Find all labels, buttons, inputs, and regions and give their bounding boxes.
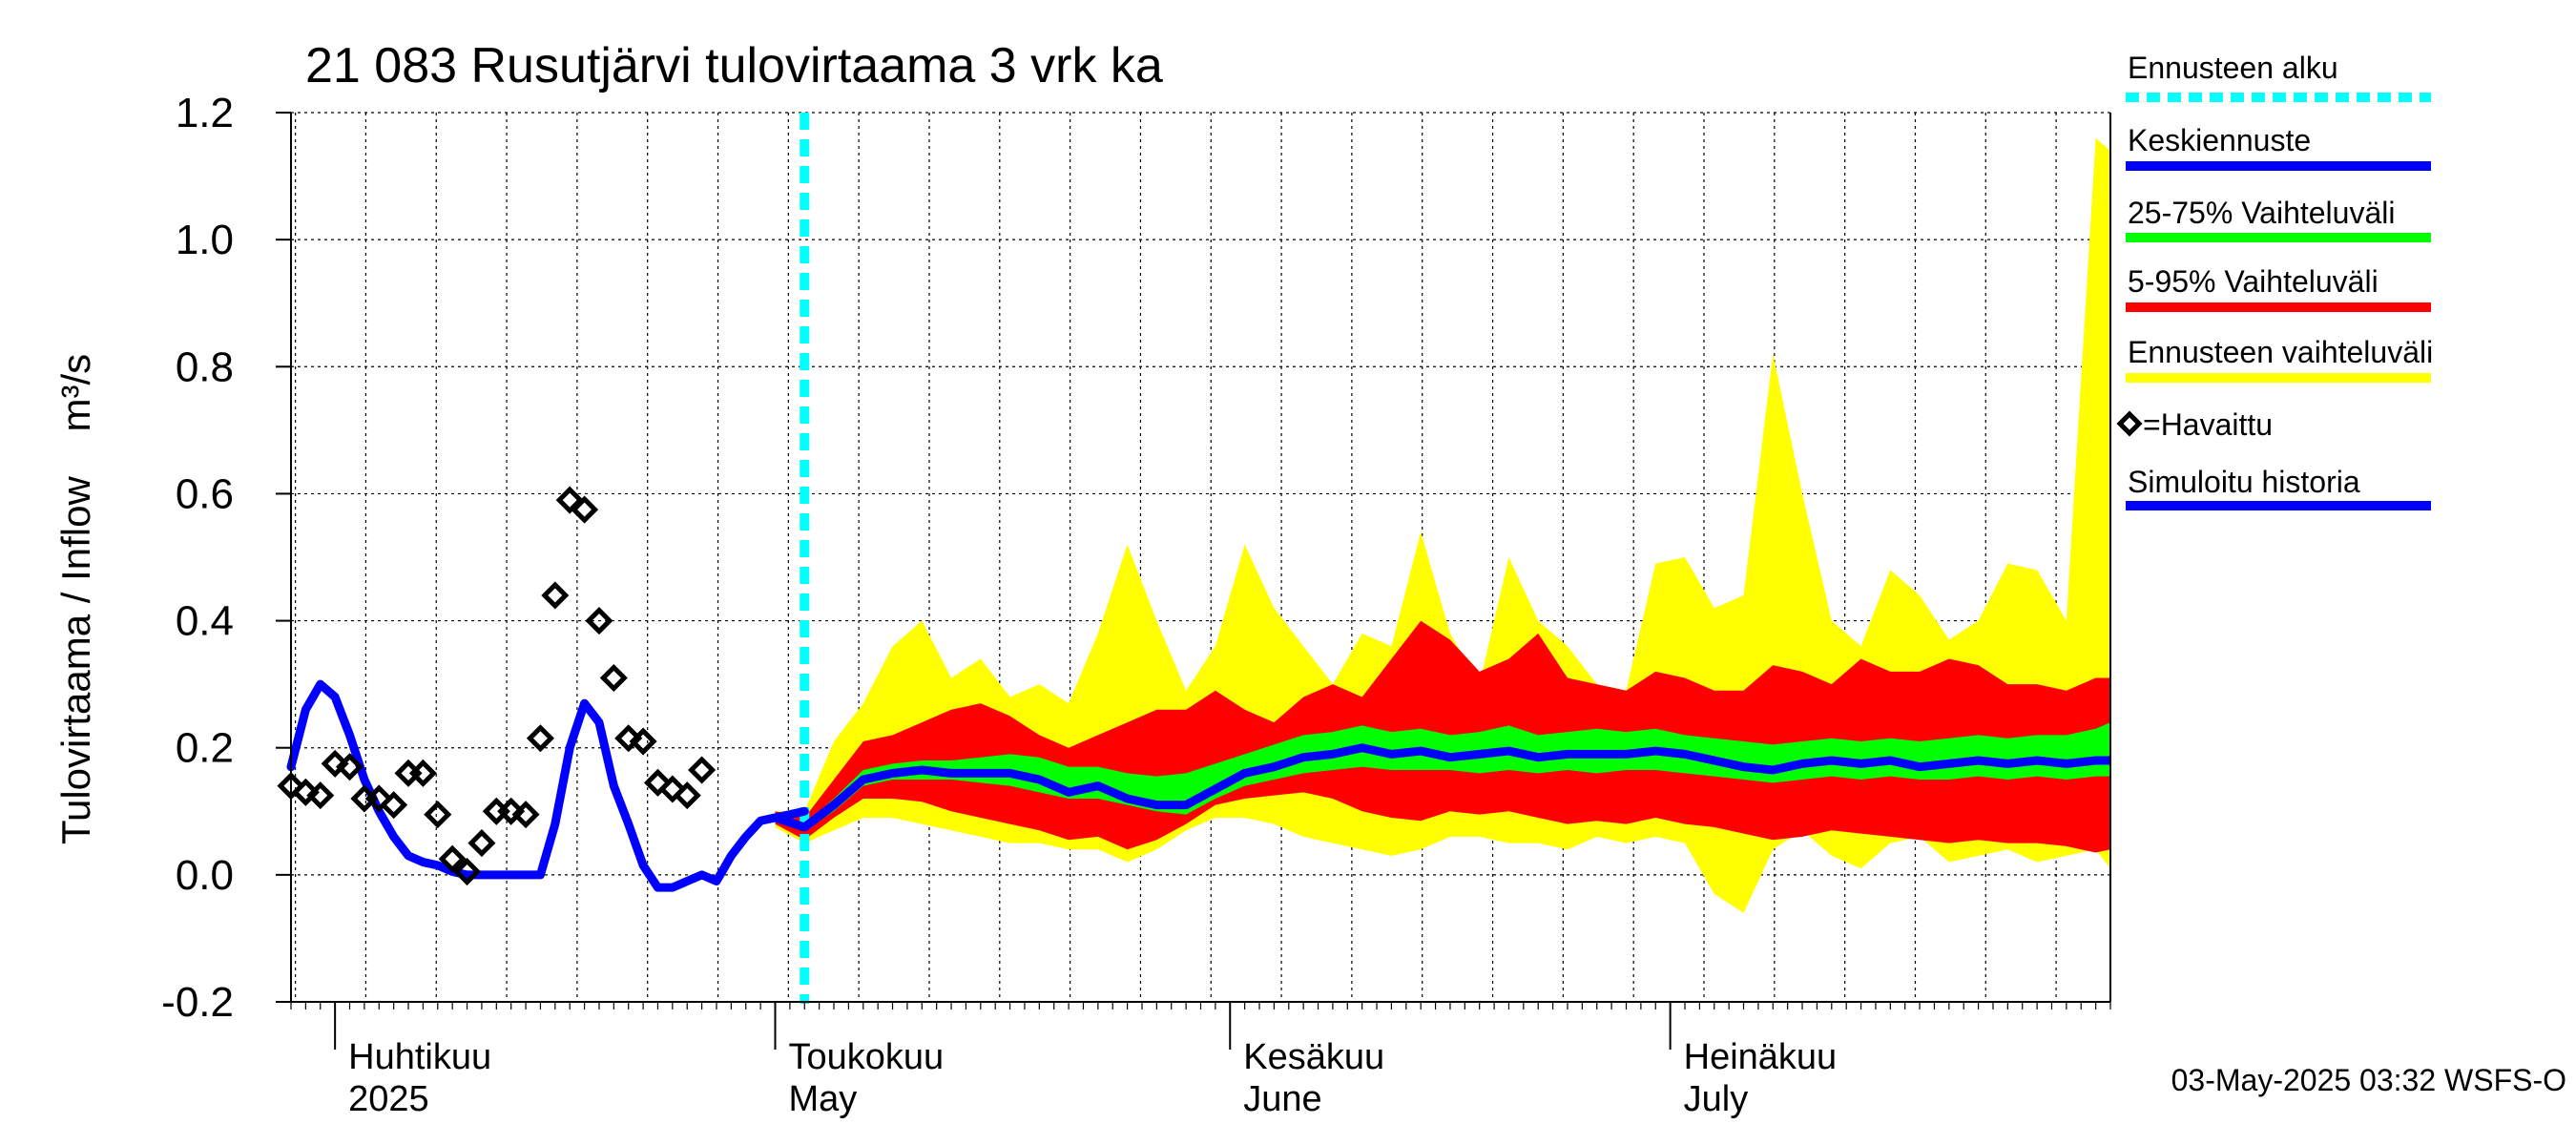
observed-point [658, 775, 687, 803]
observed-point [380, 791, 408, 820]
chart-title: 21 083 Rusutjärvi tulovirtaama 3 vrk ka [305, 38, 1163, 94]
observed-point [364, 784, 393, 813]
month-label-en: June [1243, 1079, 1321, 1119]
y-tick-label: 0.6 [176, 470, 234, 517]
observed-point [614, 724, 643, 753]
observed-point [599, 663, 628, 693]
y-tick-label: 0.8 [176, 344, 234, 390]
timestamp-footer: 03-May-2025 03:32 WSFS-O [2171, 1063, 2566, 1097]
legend-label: 25-75% Vaihteluväli [2128, 196, 2395, 230]
month-label-fi: Huhtikuu [348, 1037, 491, 1077]
observed-point [688, 756, 717, 784]
y-tick-label: 1.0 [176, 217, 234, 263]
observed-point [555, 486, 584, 514]
observed-point [526, 724, 554, 753]
legend: Ennusteen alku Keskiennuste 25-75% Vaihtel… [2116, 51, 2433, 510]
y-tick-label: 1.2 [176, 90, 234, 136]
observed-point [497, 797, 526, 825]
band-25-75 [775, 722, 2110, 831]
month-label-en: July [1684, 1079, 1749, 1119]
legend-label: Ennusteen alku [2128, 51, 2338, 85]
legend-label: Ennusteen vaihteluväli [2128, 335, 2433, 369]
month-label-fi: Toukokuu [789, 1037, 945, 1077]
observed-point [467, 829, 496, 858]
observed-markers [277, 486, 717, 886]
observed-point [585, 607, 613, 635]
observed-point [643, 768, 673, 797]
month-label-en: May [789, 1079, 858, 1119]
month-label-fi: Kesäkuu [1243, 1037, 1384, 1077]
month-label-fi: Heinäkuu [1684, 1037, 1838, 1077]
observed-point [335, 753, 364, 781]
observed-point [511, 801, 540, 829]
y-tick-label: 0.4 [176, 598, 234, 645]
observed-point [408, 759, 437, 787]
legend-label: =Havaittu [2143, 407, 2273, 442]
observed-point [673, 781, 701, 810]
legend-label: Simuloitu historia [2128, 465, 2360, 499]
y-tick-label: -0.2 [161, 979, 234, 1026]
month-label-en: 2025 [348, 1079, 429, 1119]
observed-point [541, 581, 570, 610]
observed-point [321, 749, 349, 778]
y-tick-label: 0.2 [176, 725, 234, 772]
median-forecast-line [774, 743, 2110, 832]
observed-point [291, 778, 320, 806]
observed-point [424, 801, 452, 829]
observed-point [629, 727, 657, 756]
observed-point [306, 781, 335, 810]
observed-point [438, 844, 467, 873]
legend-observed-marker [2116, 410, 2143, 437]
observed-point [571, 495, 599, 524]
observed-point [453, 857, 482, 886]
y-axis-label: Tulovirtaama / Inflow m³/s [53, 354, 98, 844]
legend-label: 5-95% Vaihteluväli [2128, 264, 2379, 299]
y-tick-label: 0.0 [176, 852, 234, 899]
legend-label: Keskiennuste [2128, 123, 2311, 157]
